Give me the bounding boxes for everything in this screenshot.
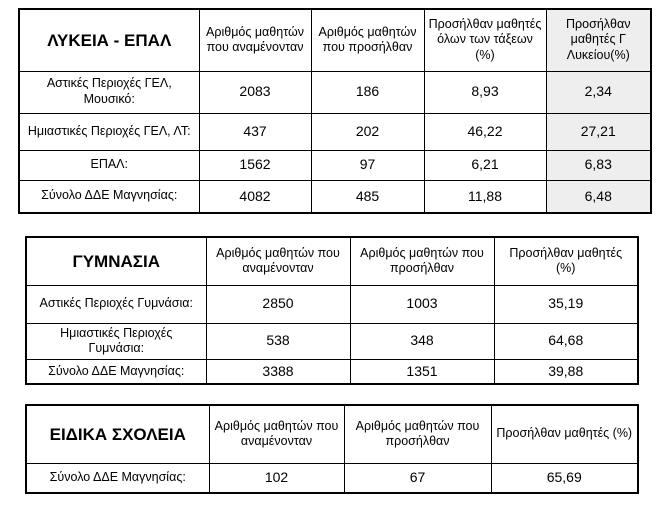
column-header-expected: Αριθμός μαθητών που αναμένονταν: [205, 236, 351, 286]
table-row: ΕΠΑΛ: 1562 97 6,21 6,83: [18, 149, 652, 181]
cell-value: 6,48: [545, 179, 652, 214]
cell-value: 35,19: [493, 284, 639, 324]
cell-value: 102: [208, 462, 345, 494]
table-title-lykeia-epal: ΛΥΚΕΙΑ - ΕΠΑΛ: [18, 8, 200, 72]
column-header-attended: Αριθμός μαθητών που προσήλθαν: [349, 236, 495, 286]
column-header-expected: Αριθμός μαθητών που αναμένονταν: [198, 8, 312, 72]
column-header-attended-pct: Προσήλθαν μαθητές (%): [490, 404, 639, 464]
row-label: Σύνολο ΔΔΕ Μαγνησίας:: [25, 462, 210, 494]
cell-value: 67: [343, 462, 492, 494]
table-header-row: ΛΥΚΕΙΑ - ΕΠΑΛ Αριθμός μαθητών που αναμέν…: [18, 8, 652, 72]
cell-value: 485: [310, 179, 425, 214]
cell-value: 437: [198, 112, 312, 151]
table-lykeia-epal: ΛΥΚΕΙΑ - ΕΠΑΛ Αριθμός μαθητών που αναμέν…: [18, 8, 652, 214]
column-header-attended: Αριθμός μαθητών που προσήλθαν: [310, 8, 425, 72]
cell-value: 46,22: [423, 112, 547, 151]
cell-value: 97: [310, 149, 425, 181]
table-total-row: Σύνολο ΔΔΕ Μαγνησίας: 102 67 65,69: [25, 462, 639, 494]
column-header-attended-pct-all: Προσήλθαν μαθητές όλων των τάξεων (%): [423, 8, 547, 72]
cell-value: 6,83: [545, 149, 652, 181]
column-header-attended-pct: Προσήλθαν μαθητές (%): [493, 236, 639, 286]
row-label: Αστικές Περιοχές Γυμνάσια:: [25, 284, 207, 324]
cell-value: 1562: [198, 149, 312, 181]
table-row: Ημιαστικές Περιοχές ΓΕΛ, ΛΤ: 437 202 46,…: [18, 112, 652, 151]
table-row: Αστικές Περιοχές Γυμνάσια: 2850 1003 35,…: [25, 284, 639, 324]
cell-value: 11,88: [423, 179, 547, 214]
table-eidika-sxoleia: ΕΙΔΙΚΑ ΣΧΟΛΕΙΑ Αριθμός μαθητών που αναμέ…: [25, 404, 639, 494]
cell-value: 538: [205, 322, 351, 360]
cell-value: 2850: [205, 284, 351, 324]
row-label: Αστικές Περιοχές ΓΕΛ, Μουσικό:: [18, 70, 200, 114]
cell-value: 1003: [349, 284, 495, 324]
column-header-attended: Αριθμός μαθητών που προσήλθαν: [343, 404, 492, 464]
row-label: Ημιαστικές Περιοχές ΓΕΛ, ΛΤ:: [18, 112, 200, 151]
table-title-gymnasia: ΓΥΜΝΑΣΙΑ: [25, 236, 207, 286]
cell-value: 4082: [198, 179, 312, 214]
cell-value: 2083: [198, 70, 312, 114]
cell-value: 1351: [349, 358, 495, 385]
cell-value: 186: [310, 70, 425, 114]
column-header-expected: Αριθμός μαθητών που αναμένονταν: [208, 404, 345, 464]
table-gymnasia: ΓΥΜΝΑΣΙΑ Αριθμός μαθητών που αναμένονταν…: [25, 236, 639, 386]
table-row: Αστικές Περιοχές ΓΕΛ, Μουσικό: 2083 186 …: [18, 70, 652, 114]
cell-value: 6,21: [423, 149, 547, 181]
cell-value: 8,93: [423, 70, 547, 114]
cell-value: 65,69: [490, 462, 639, 494]
table-title-eidika-sxoleia: ΕΙΔΙΚΑ ΣΧΟΛΕΙΑ: [25, 404, 210, 464]
row-label: Ημιαστικές Περιοχές Γυμνάσια:: [25, 322, 207, 360]
table-header-row: ΕΙΔΙΚΑ ΣΧΟΛΕΙΑ Αριθμός μαθητών που αναμέ…: [25, 404, 639, 464]
cell-value: 3388: [205, 358, 351, 385]
table-total-row: Σύνολο ΔΔΕ Μαγνησίας: 4082 485 11,88 6,4…: [18, 179, 652, 214]
cell-value: 348: [349, 322, 495, 360]
cell-value: 39,88: [493, 358, 639, 385]
cell-value: 2,34: [545, 70, 652, 114]
table-header-row: ΓΥΜΝΑΣΙΑ Αριθμός μαθητών που αναμένονταν…: [25, 236, 639, 286]
row-label: ΕΠΑΛ:: [18, 149, 200, 181]
row-label: Σύνολο ΔΔΕ Μαγνησίας:: [25, 358, 207, 385]
table-row: Ημιαστικές Περιοχές Γυμνάσια: 538 348 64…: [25, 322, 639, 360]
column-header-attended-pct-c-class: Προσήλθαν μαθητές Γ Λυκείου(%): [545, 8, 652, 72]
row-label: Σύνολο ΔΔΕ Μαγνησίας:: [18, 179, 200, 214]
cell-value: 27,21: [545, 112, 652, 151]
cell-value: 64,68: [493, 322, 639, 360]
table-total-row: Σύνολο ΔΔΕ Μαγνησίας: 3388 1351 39,88: [25, 358, 639, 385]
cell-value: 202: [310, 112, 425, 151]
